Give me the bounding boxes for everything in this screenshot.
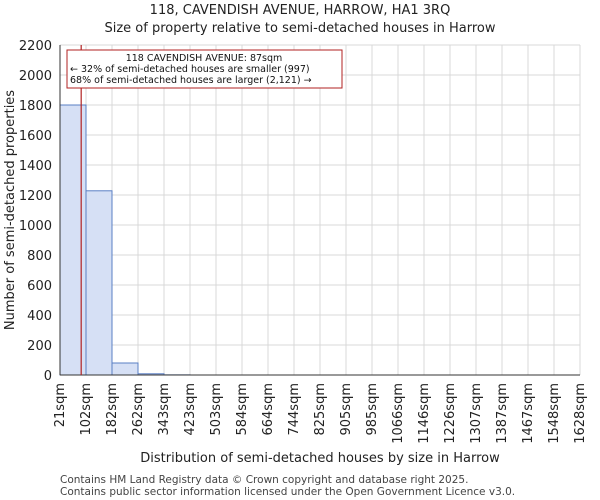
chart-subtitle: Size of property relative to semi-detach… [104,21,496,36]
chart-title-address: 118, CAVENDISH AVENUE, HARROW, HA1 3RQ [149,3,451,18]
x-tick-label: 182sqm [105,383,120,436]
x-tick-label: 503sqm [209,383,224,436]
y-axis-label: Number of semi-detached properties [3,90,18,330]
x-tick-label: 423sqm [183,383,198,436]
x-tick-label: 744sqm [287,383,302,436]
x-tick-label: 1387sqm [495,383,510,444]
axes [59,45,580,376]
annotation-border [66,49,343,89]
annotation-line-3: 68% of semi-detached houses are larger (… [70,75,312,86]
x-axis-label: Distribution of semi-detached houses by … [140,451,500,466]
x-tick-labels: 21sqm 102sqm 182sqm 262sqm 343sqm 423sqm 503sq… [53,383,588,444]
x-tick-label: 343sqm [157,383,172,436]
footer-copyright: Contains HM Land Registry data © Crown c… [60,474,469,486]
histogram-bar [59,104,87,376]
x-tick-label: 1146sqm [417,383,432,444]
histogram-bar [85,190,113,376]
y-tick-label: 800 [27,249,52,264]
x-tick-label: 102sqm [79,383,94,436]
y-tick-label: 1200 [19,189,52,204]
x-tick-label: 905sqm [339,383,354,436]
x-tick-label: 825sqm [313,383,328,436]
footer-licence: Contains public sector information licen… [60,486,516,498]
grid-lines [59,44,581,376]
x-tick-label: 1548sqm [547,383,562,444]
y-tick-label: 1400 [19,159,52,174]
y-tick-label: 1800 [19,99,52,114]
x-tick-label: 21sqm [53,383,68,427]
x-tick-label: 262sqm [131,383,146,436]
annotation-line-2: ← 32% of semi-detached houses are smalle… [70,64,310,75]
y-tick-label: 400 [27,309,52,324]
y-tick-label: 2000 [19,69,52,84]
x-tick-label: 985sqm [365,383,380,436]
annotation-box: 118 CAVENDISH AVENUE: 87sqm ← 32% of sem… [66,49,343,89]
y-tick-label: 1000 [19,219,52,234]
x-tick-label: 1226sqm [443,383,458,444]
y-tick-labels: 0 200 400 600 800 1000 1200 1400 1600 1800 2000 220… [19,39,52,384]
x-tick-label: 1066sqm [391,383,406,444]
y-tick-label: 0 [44,369,52,384]
x-tick-label: 1467sqm [521,383,536,444]
x-tick-label: 584sqm [235,383,250,436]
y-tick-label: 600 [27,279,52,294]
x-tick-label: 1628sqm [573,383,588,444]
x-tick-label: 664sqm [261,383,276,436]
y-tick-label: 2200 [19,39,52,54]
bars [59,104,191,376]
y-tick-label: 1600 [19,129,52,144]
histogram-bar [111,362,139,376]
y-tick-label: 200 [27,339,52,354]
annotation-line-1: 118 CAVENDISH AVENUE: 87sqm [126,53,283,64]
x-tick-label: 1307sqm [469,383,484,444]
